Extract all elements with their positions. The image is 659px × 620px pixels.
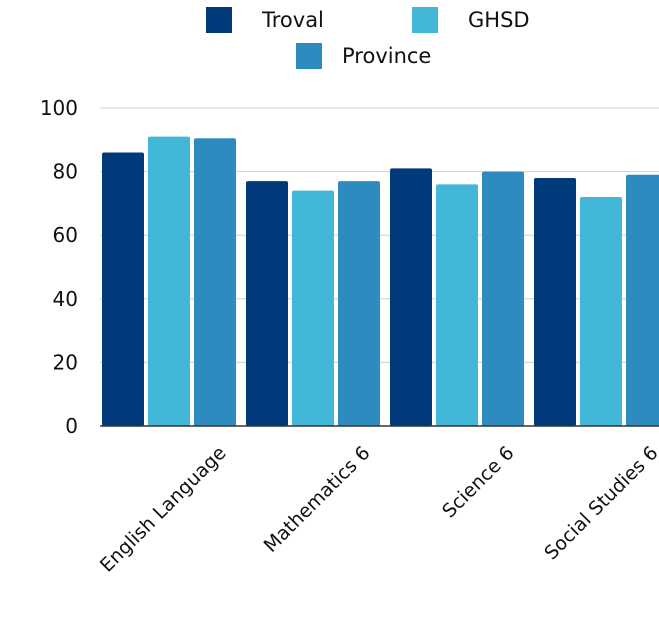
y-tick-label: 80 <box>53 160 78 184</box>
bar-troval-2 <box>390 168 432 427</box>
y-tick-label: 20 <box>53 350 78 374</box>
bar-troval-3 <box>534 177 576 426</box>
x-tick-label: Mathematics 6 <box>260 442 375 557</box>
bar-ghsd-0 <box>148 136 190 426</box>
bar-province-3 <box>626 174 659 426</box>
y-tick-label: 0 <box>65 414 78 438</box>
x-tick-label: Science 6 <box>438 442 518 522</box>
x-tick-label: Social Studies 6 <box>540 442 659 564</box>
legend: Troval GHSD Province <box>0 0 659 80</box>
bar-troval-1 <box>246 181 288 426</box>
legend-label-troval: Troval <box>262 8 324 32</box>
bar-ghsd-3 <box>580 197 622 426</box>
bar-province-2 <box>482 171 524 426</box>
bar-ghsd-2 <box>436 184 478 426</box>
bar-province-0 <box>194 138 236 426</box>
legend-item-troval: Troval <box>206 6 324 34</box>
bar-province-1 <box>338 181 380 426</box>
legend-item-ghsd: GHSD <box>412 6 530 34</box>
y-tick-label: 100 <box>40 96 78 120</box>
legend-swatch-troval <box>206 7 232 33</box>
y-tick-label: 60 <box>53 223 78 247</box>
bar-ghsd-1 <box>292 190 334 426</box>
x-tick-label: English Language <box>96 442 231 577</box>
legend-item-province: Province <box>296 42 431 70</box>
legend-label-province: Province <box>342 44 432 68</box>
legend-swatch-province <box>296 43 322 69</box>
bar-troval-0 <box>102 152 144 426</box>
legend-label-ghsd: GHSD <box>468 8 530 32</box>
y-tick-label: 40 <box>53 287 78 311</box>
legend-swatch-ghsd <box>412 7 438 33</box>
